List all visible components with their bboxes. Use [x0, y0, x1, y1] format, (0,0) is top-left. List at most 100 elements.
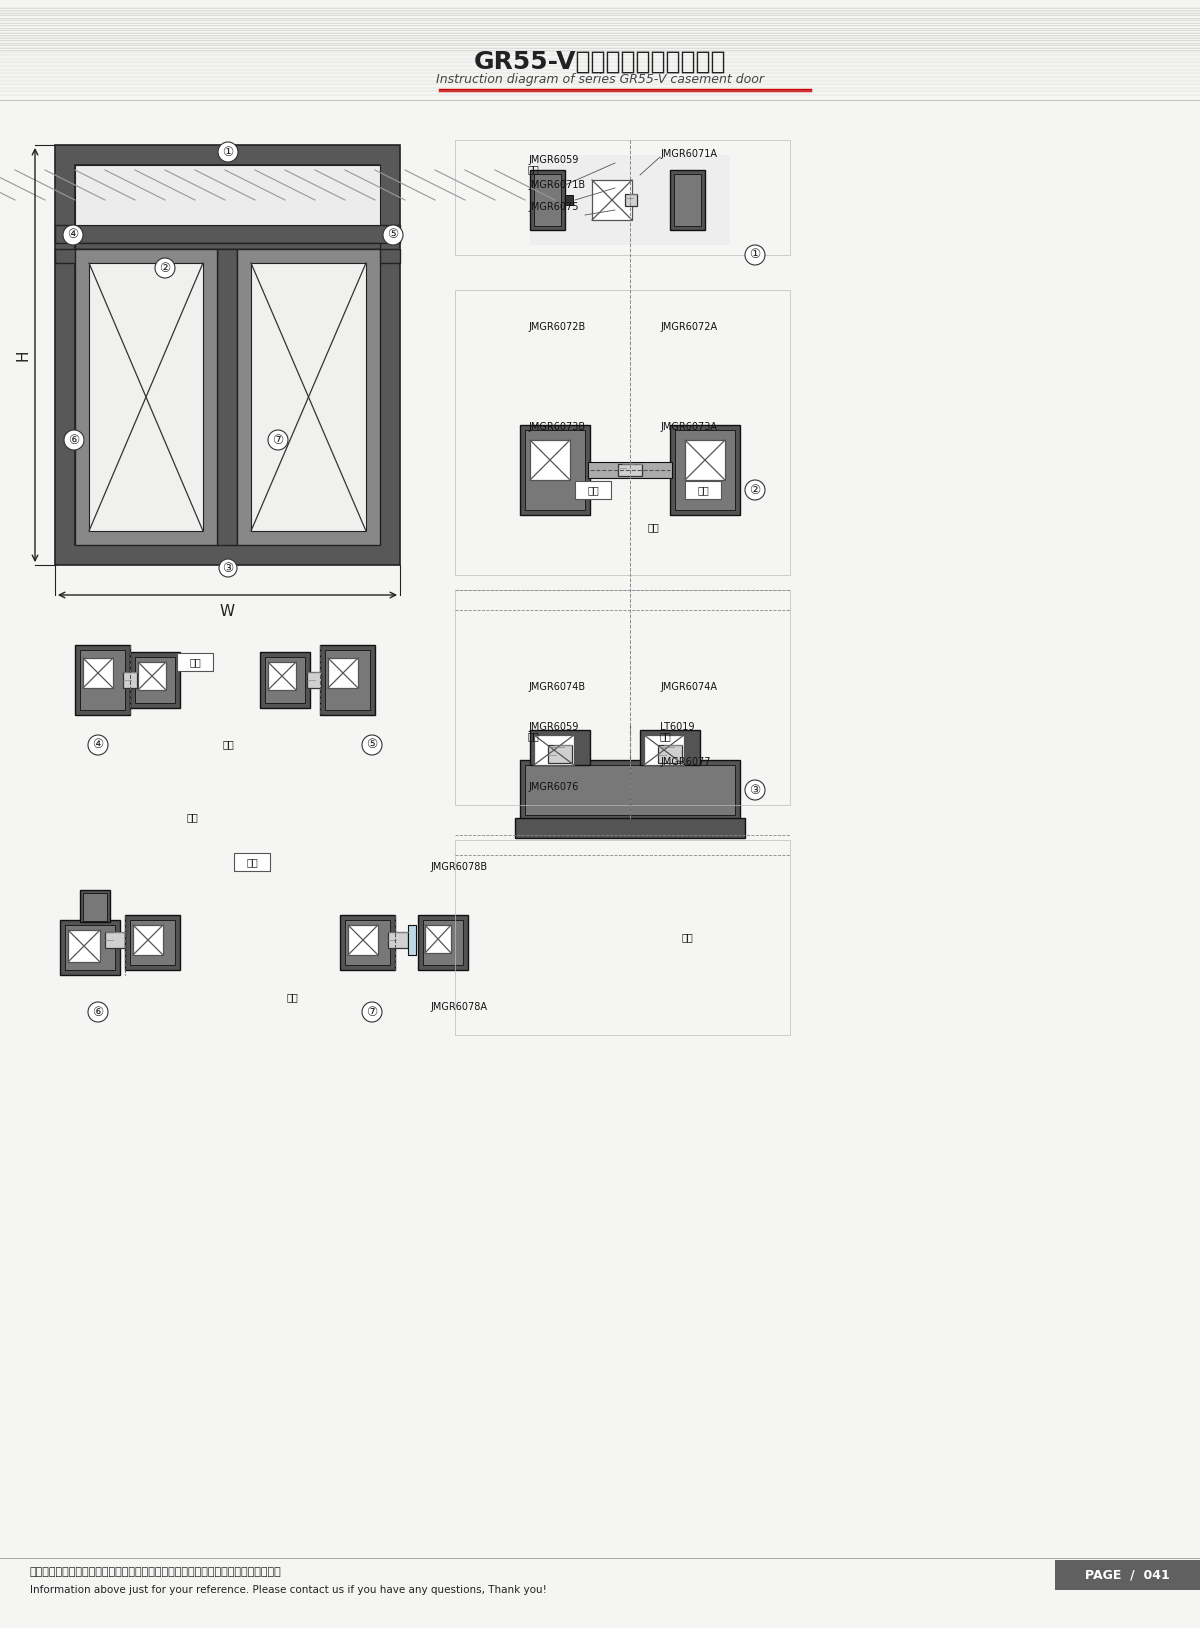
Circle shape [218, 142, 238, 163]
Bar [548, 746, 572, 764]
Bar [55, 225, 400, 243]
Text: 室内: 室内 [587, 485, 599, 495]
Bar [1055, 1560, 1200, 1591]
Text: JMGR6059: JMGR6059 [528, 155, 578, 164]
Text: ①: ① [222, 145, 234, 158]
Bar [388, 931, 408, 947]
Bar [55, 249, 400, 264]
Text: 室内: 室内 [246, 856, 258, 868]
Text: GR55-V系列内开对开门结构图: GR55-V系列内开对开门结构图 [474, 50, 726, 73]
Bar [425, 925, 451, 952]
Text: Instruction diagram of series GR55-V casement door: Instruction diagram of series GR55-V cas… [436, 73, 764, 86]
Bar [307, 672, 322, 689]
Bar [80, 650, 125, 710]
Bar [130, 920, 175, 965]
Bar [534, 734, 574, 765]
Bar [588, 462, 672, 479]
Bar [124, 672, 137, 689]
Text: ⑤: ⑤ [388, 228, 398, 241]
Text: ⑦: ⑦ [366, 1006, 378, 1019]
Text: JMGR6071A: JMGR6071A [660, 150, 718, 160]
Text: Information above just for your reference. Please contact us if you have any que: Information above just for your referenc… [30, 1586, 547, 1595]
Bar [618, 464, 642, 475]
Circle shape [64, 430, 84, 449]
Bar [520, 425, 590, 514]
Polygon shape [74, 164, 380, 545]
Bar [320, 645, 374, 715]
Bar [328, 658, 358, 689]
Bar [251, 264, 366, 531]
Bar [138, 663, 166, 690]
Circle shape [88, 734, 108, 755]
Text: ③: ③ [222, 562, 234, 575]
Bar [265, 658, 305, 703]
Text: 室外: 室外 [286, 991, 298, 1001]
Bar [238, 249, 380, 545]
Text: ③: ③ [749, 783, 761, 796]
Text: 室内: 室内 [190, 658, 200, 667]
Circle shape [383, 225, 403, 244]
Bar [130, 651, 180, 708]
Bar [674, 430, 734, 510]
Bar [65, 925, 115, 970]
Bar [644, 734, 684, 765]
Text: 室外: 室外 [222, 739, 234, 749]
Text: 玻璃: 玻璃 [682, 931, 694, 943]
Bar [526, 765, 734, 816]
Text: JMGR6075: JMGR6075 [528, 202, 578, 212]
Bar [670, 425, 740, 514]
Bar [125, 915, 180, 970]
Circle shape [362, 1001, 382, 1022]
Text: W: W [220, 604, 235, 619]
Circle shape [745, 480, 766, 500]
Text: ④: ④ [92, 739, 103, 752]
Bar [455, 290, 790, 575]
Text: ⑥: ⑥ [68, 433, 79, 446]
Bar [526, 430, 586, 510]
Bar [534, 174, 562, 226]
Bar [530, 155, 730, 244]
Text: ⑥: ⑥ [92, 1006, 103, 1019]
Text: ②: ② [749, 484, 761, 497]
Text: 图中所示型材截面、装配、编号、尺寸及重量仅供参考。如有疑问，请向本公司查询。: 图中所示型材截面、装配、编号、尺寸及重量仅供参考。如有疑问，请向本公司查询。 [30, 1568, 282, 1578]
Text: JMGR6059: JMGR6059 [528, 721, 578, 733]
Bar [685, 440, 725, 480]
Circle shape [362, 734, 382, 755]
Text: 角码: 角码 [528, 164, 540, 174]
Text: 垫片: 垫片 [648, 523, 660, 532]
Text: 室外: 室外 [697, 485, 709, 495]
Text: JMGR6073A: JMGR6073A [660, 422, 718, 431]
Bar [74, 645, 130, 715]
Bar [340, 915, 395, 970]
Bar [515, 817, 745, 838]
Text: JMGR6071B: JMGR6071B [528, 181, 586, 190]
Bar [455, 589, 790, 804]
Text: ④: ④ [67, 228, 79, 241]
Circle shape [268, 430, 288, 449]
Text: 角码: 角码 [528, 731, 540, 741]
Text: JMGR6072A: JMGR6072A [660, 322, 718, 332]
Bar [74, 249, 217, 545]
Text: JMGR6074B: JMGR6074B [528, 682, 586, 692]
Polygon shape [55, 145, 400, 565]
Bar [658, 746, 682, 764]
Text: 角码: 角码 [660, 731, 672, 741]
Bar [83, 658, 113, 689]
Bar [592, 181, 632, 220]
Bar [640, 729, 700, 765]
Text: ②: ② [160, 262, 170, 275]
Bar [565, 195, 574, 205]
Text: ①: ① [749, 249, 761, 262]
Bar [89, 264, 203, 531]
Text: H: H [16, 350, 30, 361]
Bar [418, 915, 468, 970]
Bar [455, 140, 790, 256]
Bar [625, 194, 637, 207]
Circle shape [88, 1001, 108, 1022]
Bar [74, 243, 380, 249]
Text: JMGR6078A: JMGR6078A [430, 1001, 487, 1013]
Text: JMGR6074A: JMGR6074A [660, 682, 718, 692]
Text: JMGR6077: JMGR6077 [660, 757, 710, 767]
Bar [133, 925, 163, 956]
Bar [74, 164, 380, 225]
